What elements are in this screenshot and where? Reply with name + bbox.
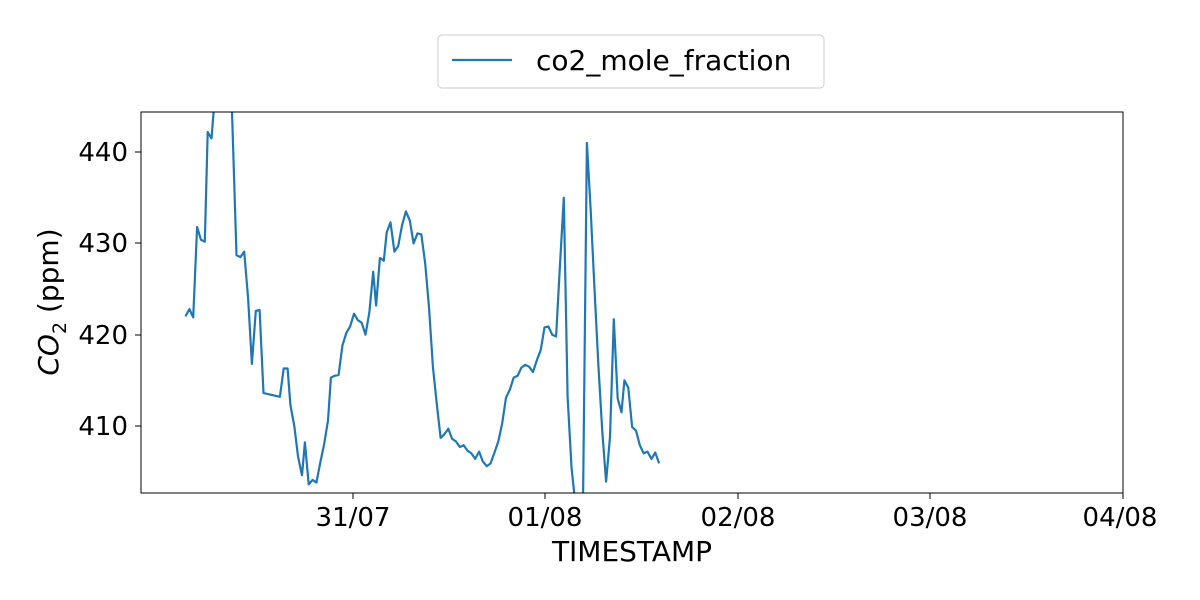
y-axis: 410 420 430 440 (78, 138, 141, 442)
svg-text:CO2 (ppm): CO2 (ppm) (32, 228, 71, 375)
y-tick-label: 420 (78, 321, 128, 351)
y-axis-label-subscript: 2 (49, 322, 71, 334)
legend-label: co2_mole_fraction (536, 44, 791, 77)
y-tick-label: 430 (78, 229, 128, 259)
x-tick-label: 31/07 (316, 503, 391, 533)
series-line-co2-mole-fraction (184, 112, 661, 493)
x-axis: 31/07 01/08 02/08 03/08 04/08 (316, 493, 1158, 533)
legend: co2_mole_fraction (437, 34, 825, 89)
plot-frame (140, 111, 1124, 494)
x-tick-label: 01/08 (508, 503, 583, 533)
y-axis-label-unit: (ppm) (32, 228, 65, 322)
y-axis-label-main: CO (32, 334, 65, 376)
x-tick-label: 04/08 (1083, 503, 1158, 533)
y-tick-label: 410 (78, 412, 128, 442)
x-tick-label: 03/08 (893, 503, 968, 533)
x-tick-label: 02/08 (701, 503, 776, 533)
y-tick-label: 440 (78, 138, 128, 168)
y-axis-label: CO2 (ppm) (32, 228, 71, 375)
legend-box (437, 34, 825, 89)
x-axis-label: TIMESTAMP (551, 535, 712, 568)
